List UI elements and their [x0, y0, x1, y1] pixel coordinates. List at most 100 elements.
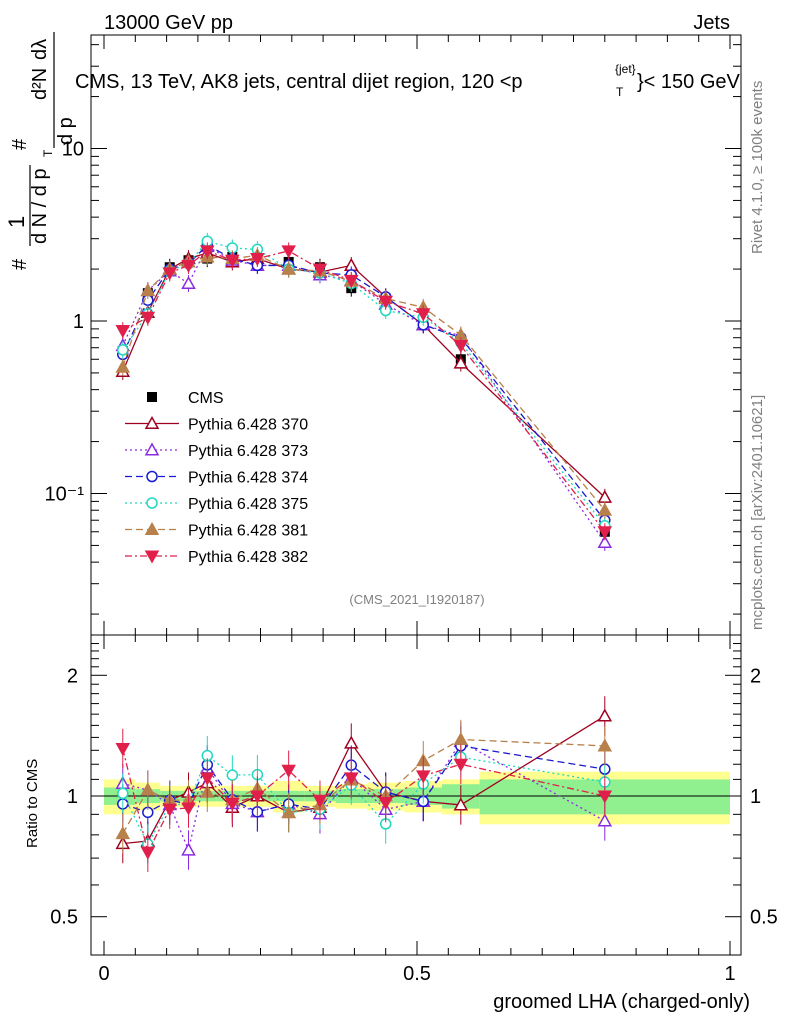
svg-text:d²N: d²N [29, 68, 51, 100]
point-p381 [140, 283, 156, 297]
ratio-line-p382 [122, 748, 605, 855]
point-p382 [597, 526, 613, 540]
svg-text:#: # [9, 258, 31, 270]
ratio-point-p382 [225, 798, 240, 812]
point-p382 [415, 308, 431, 322]
y-tick-label: 1 [73, 311, 84, 333]
legend-entry-cms: CMS [147, 390, 224, 407]
ratio-point-p381 [453, 731, 469, 746]
svg-text:dλ: dλ [29, 39, 51, 60]
x-tick-label: 0.5 [403, 963, 431, 985]
legend-entry-p375: Pythia 6.428 375 [125, 496, 308, 513]
title-subscript: T [616, 85, 624, 99]
point-p381 [281, 261, 296, 275]
legend-entry-p373: Pythia 6.428 373 [125, 442, 308, 460]
ratio-y-tick-label: 2 [67, 665, 78, 687]
legend-label: Pythia 6.428 375 [188, 496, 308, 513]
legend-entry-p370: Pythia 6.428 370 [125, 415, 308, 434]
legend-label: Pythia 6.428 373 [188, 443, 308, 460]
ratio-point-p373 [597, 813, 613, 827]
point-p375 [117, 344, 129, 356]
ratio-point-p382 [378, 797, 393, 811]
ratio-point-p381 [281, 805, 296, 819]
ratio-point-p375 [117, 787, 129, 800]
point-p382 [225, 254, 240, 268]
ratio-point-p382 [200, 772, 215, 786]
category-label: Jets [693, 12, 730, 34]
legend: CMS Pythia 6.428 370 Pythia 6.428 373 Pythi… [125, 390, 308, 566]
svg-text:1: 1 [4, 216, 29, 228]
svg-text:d N / d p: d N / d p [29, 168, 51, 244]
x-tick-label: 0 [98, 963, 109, 985]
ratio-point-p382 [140, 846, 156, 860]
ratio-point-p382 [453, 758, 469, 772]
point-p382 [115, 325, 131, 339]
legend-entry-p374: Pythia 6.428 374 [125, 470, 308, 487]
legend-marker [144, 442, 160, 456]
ratio-y-tick-label-right: 0.5 [750, 907, 778, 929]
ratio-y-tick-label: 1 [67, 786, 78, 808]
legend-marker [146, 470, 158, 483]
rivet-label: Rivet 4.1.0, ≥ 100k events [749, 81, 766, 254]
point-p382 [281, 245, 296, 259]
point-p382 [200, 245, 215, 259]
svg-text:d p: d p [55, 117, 77, 145]
point-p373 [181, 275, 196, 290]
point-p382 [343, 274, 359, 288]
ratio-ylabel: Ratio to CMS [24, 759, 41, 848]
ratio-point-p382 [162, 803, 178, 817]
point-p382 [140, 311, 156, 325]
legend-label: Pythia 6.428 381 [188, 523, 308, 540]
legend-marker [144, 550, 160, 564]
point-p381 [115, 359, 131, 373]
ratio-point-p370 [597, 708, 613, 722]
ratio-point-p382 [281, 764, 296, 778]
ratio-point-p381 [115, 826, 131, 840]
y-tick-label: 10⁻¹ [45, 484, 85, 506]
legend-label: Pythia 6.428 374 [188, 470, 308, 487]
ratio-frame-border [90, 634, 742, 956]
series-line-p370 [122, 252, 606, 498]
ratio-line-p375 [122, 754, 605, 846]
source-label: mcplots.cern.ch [arXiv:2401.10621] [749, 395, 766, 630]
point-p382 [162, 267, 178, 281]
title-superscript: {jet} [615, 62, 636, 76]
ratio-point-p381 [140, 782, 156, 796]
point-p382 [250, 253, 265, 267]
energy-label: 13000 GeV pp [104, 12, 233, 34]
series-layer [115, 232, 613, 872]
y-axis-title: # 1 d N / d p T # d p d²N dλ [4, 32, 77, 270]
ratio-panel [90, 634, 742, 956]
svg-text:#: # [9, 138, 31, 150]
main-panel [90, 34, 742, 636]
title-tail: }< 150 GeV [637, 71, 741, 93]
chart-title: CMS, 13 TeV, AK8 jets, central dijet reg… [75, 71, 523, 93]
ratio-point-p382 [115, 742, 131, 757]
svg-text:T: T [41, 149, 55, 157]
legend-marker [146, 497, 158, 509]
y-tick-label: 10 [62, 139, 84, 161]
x-axis-label: groomed LHA (charged-only) [493, 991, 750, 1013]
legend-marker [144, 415, 160, 430]
point-p382 [312, 263, 328, 277]
ratio-point-p382 [343, 772, 359, 786]
analysis-label: (CMS_2021_I1920187) [349, 592, 484, 607]
point-p381 [597, 502, 613, 516]
ratio-y-tick-label: 0.5 [50, 907, 78, 929]
ratio-point-p373 [181, 842, 196, 856]
legend-label: Pythia 6.428 382 [188, 549, 308, 566]
ratio-point-p382 [312, 794, 328, 808]
legend-marker [144, 521, 160, 536]
ratio-point-p382 [250, 790, 265, 804]
point-p382 [378, 295, 393, 309]
series-p382 [115, 242, 613, 872]
series-line-p373 [122, 245, 606, 543]
ratio-y-tick-label-right: 1 [750, 786, 761, 808]
legend-label: Pythia 6.428 370 [188, 417, 308, 434]
ratio-y-tick-label-right: 2 [750, 665, 761, 687]
ratio-point-p382 [415, 770, 431, 784]
ratio-point-p382 [597, 790, 613, 804]
x-tick-label: 1 [724, 963, 735, 985]
legend-entry-p382: Pythia 6.428 382 [125, 549, 308, 566]
